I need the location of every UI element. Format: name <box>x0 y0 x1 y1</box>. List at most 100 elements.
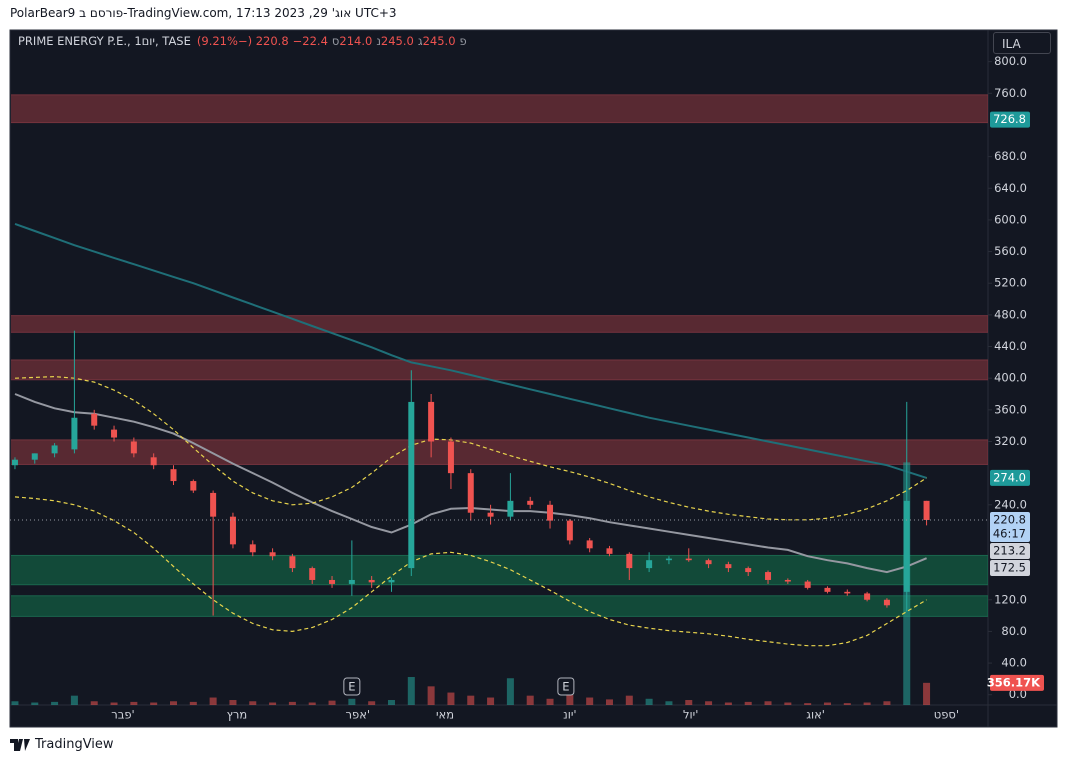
legend: PRIME ENERGY P.E., 1יום, TASE פ245.0ג245.… <box>18 34 467 48</box>
candle-body <box>348 579 355 584</box>
price-label-box <box>990 469 1030 486</box>
volume-bar <box>487 697 495 705</box>
earnings-marker <box>557 677 575 696</box>
candle-body <box>269 552 276 557</box>
y-tick-label: 600.0 <box>994 212 1027 226</box>
volume-bar <box>308 702 316 705</box>
candle-body <box>685 558 692 561</box>
price-label: 726.8 <box>993 112 1026 126</box>
y-tick-label: 80.0 <box>1001 624 1027 638</box>
earnings-label: E <box>348 680 355 694</box>
candle-body <box>150 457 157 466</box>
legend-text: 245.0 <box>380 34 414 48</box>
y-tick-label: 120.0 <box>994 592 1027 606</box>
candle-body <box>705 560 712 565</box>
candle-body <box>289 556 296 569</box>
candle-body <box>388 579 395 583</box>
volume-bar <box>923 682 931 705</box>
price-label: 274.0 <box>993 470 1026 484</box>
candle-body <box>626 553 633 569</box>
zone <box>11 94 988 124</box>
volume-bar <box>387 700 395 705</box>
moving-average <box>14 496 927 647</box>
candle-body <box>31 453 38 460</box>
legend-text: PRIME ENERGY P.E., 1יום, TASE <box>18 34 191 48</box>
candle-body <box>665 558 672 561</box>
volume-bar <box>467 695 475 705</box>
volume-bar <box>566 695 574 705</box>
volume-label-box <box>990 674 1044 691</box>
volume-bar <box>328 700 336 705</box>
zone <box>11 315 988 333</box>
candle-body <box>229 516 236 545</box>
price-label-box <box>990 542 1030 559</box>
candle-body <box>864 593 871 600</box>
volume-bar <box>407 677 415 705</box>
candle-body <box>11 459 18 466</box>
volume-bar <box>506 678 514 705</box>
currency-button[interactable]: ILA <box>993 32 1051 54</box>
x-tick-label: יול' <box>683 708 698 722</box>
volume-bar <box>705 701 713 705</box>
candle-body <box>606 548 613 554</box>
plot <box>11 94 988 705</box>
x-tick-label: ספט' <box>934 708 959 722</box>
candle-body <box>586 540 593 549</box>
moving-average <box>14 222 927 479</box>
volume-bar <box>724 702 732 705</box>
y-tick-label: 360.0 <box>994 402 1027 416</box>
y-tick-label: 520.0 <box>994 276 1027 290</box>
volume-bar <box>804 703 812 705</box>
y-tick-label: 680.0 <box>994 149 1027 163</box>
candle-body <box>725 564 732 569</box>
legend-text: פ <box>459 34 467 48</box>
volume-bar <box>368 701 376 705</box>
legend-text: 220.8 <box>255 34 289 48</box>
volume-bar <box>229 700 237 705</box>
volume-bar <box>645 698 653 705</box>
volume-bar <box>70 695 78 705</box>
price-label-box <box>990 559 1030 576</box>
volume-bar <box>427 686 435 705</box>
moving-average <box>14 375 927 521</box>
candle-body <box>71 417 78 450</box>
candle-body <box>784 579 791 582</box>
volume-bar <box>110 702 118 705</box>
volume-bar <box>447 692 455 705</box>
earnings-marker <box>343 677 361 696</box>
x-tick-label: מאי <box>436 708 454 722</box>
volume-bar <box>269 702 277 705</box>
logo <box>10 738 30 751</box>
volume-bar <box>744 701 752 705</box>
candle-body <box>646 560 653 569</box>
volume-bar <box>169 701 177 705</box>
candle-body <box>368 579 375 583</box>
y-tick-label: 480.0 <box>994 307 1027 321</box>
volume-bar <box>189 701 197 705</box>
price-label-box <box>990 511 1030 542</box>
x-tick-label: יונ' <box>563 708 576 722</box>
volume-bar <box>526 695 534 705</box>
y-tick-label: 760.0 <box>994 86 1027 100</box>
candle-body <box>507 500 514 517</box>
candle-body <box>527 500 534 505</box>
price-label: 213.2 <box>993 543 1026 557</box>
volume-bar <box>90 701 98 705</box>
y-tick-label: 400.0 <box>994 371 1027 385</box>
y-tick-label: 800.0 <box>994 54 1027 68</box>
volume-bar <box>31 702 39 705</box>
candle-body <box>765 572 772 580</box>
price-label: 172.5 <box>993 560 1026 574</box>
zone <box>11 359 988 381</box>
volume-bar <box>130 701 138 705</box>
candle-body <box>130 441 137 454</box>
volume-bar <box>764 701 772 705</box>
candle-body <box>309 568 316 580</box>
x-tick-label: אפר' <box>346 708 371 722</box>
candle-body <box>51 445 58 454</box>
zone <box>11 554 988 586</box>
volume-bar <box>348 698 356 705</box>
candle-body <box>210 492 217 517</box>
